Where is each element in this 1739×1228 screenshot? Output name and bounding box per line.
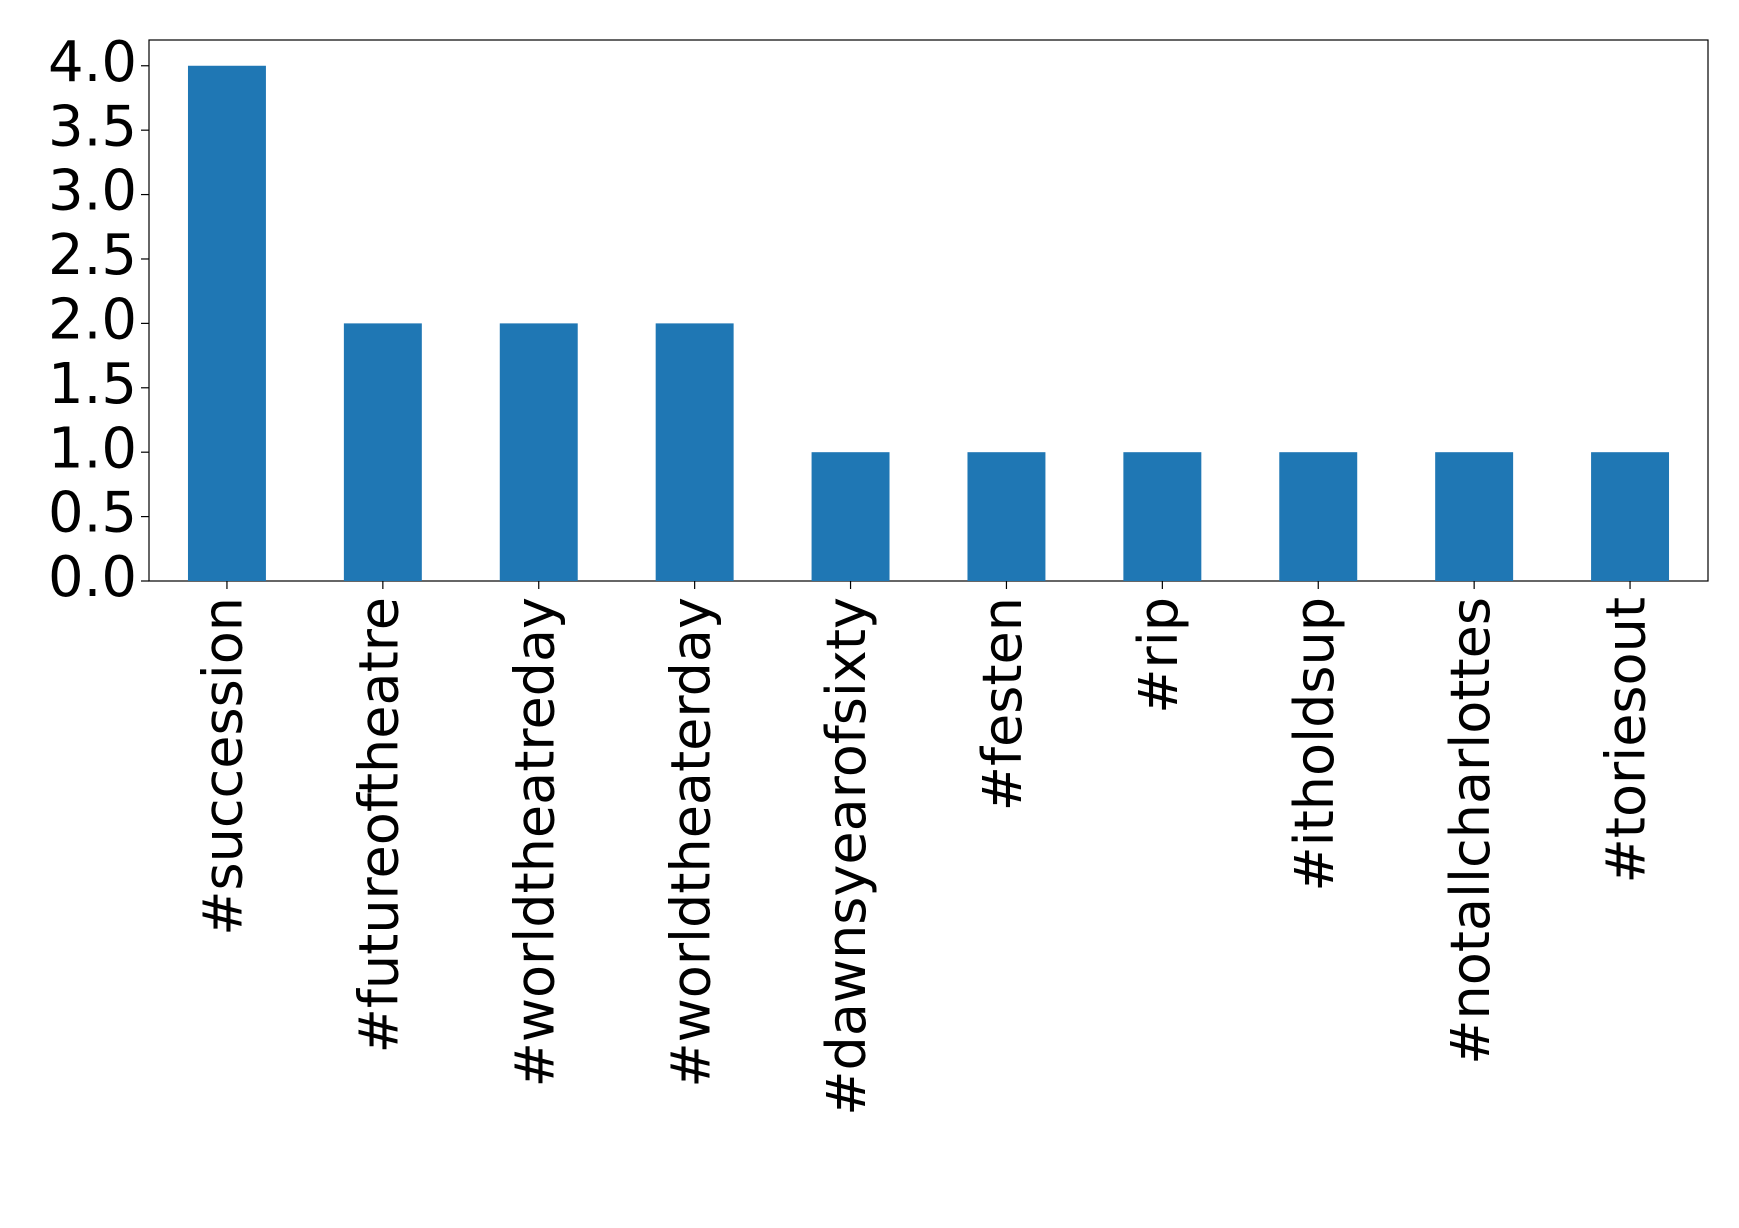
y-tick-label: 3.0 (48, 159, 137, 224)
y-tick-label: 0.5 (48, 481, 137, 546)
axes-frame (148, 39, 1709, 582)
bar (655, 323, 734, 581)
bar (1591, 452, 1670, 581)
y-tick-label: 1.0 (48, 416, 137, 481)
x-tick-label: #succession (192, 597, 255, 936)
x-tick-label: #worldtheatreday (503, 597, 566, 1087)
bar (811, 452, 890, 581)
x-tick-label: #worldtheaterday (659, 597, 722, 1088)
y-tick-label: 0.0 (48, 545, 137, 610)
x-tick-label: #toriesout (1595, 597, 1658, 883)
bar (967, 452, 1046, 581)
y-tick-label: 2.0 (48, 288, 137, 353)
x-tick-label: #rip (1127, 597, 1190, 714)
x-tick-label: #itholdsup (1283, 597, 1346, 892)
bar (499, 323, 578, 581)
bar (1123, 452, 1202, 581)
y-tick-label: 4.0 (48, 30, 137, 95)
x-tick-label: #dawnsyearofsixty (815, 597, 878, 1116)
y-tick-label: 3.5 (48, 94, 137, 159)
y-tick-label: 2.5 (48, 223, 137, 288)
x-tick-label: #notallcharlottes (1439, 597, 1502, 1065)
bar (343, 323, 422, 581)
x-tick-label: #festen (971, 597, 1034, 811)
bar (1279, 452, 1358, 581)
x-tick-label: #futureoftheatre (347, 597, 410, 1053)
bar (187, 65, 266, 581)
y-tick-label: 1.5 (48, 352, 137, 417)
bar (1435, 452, 1514, 581)
